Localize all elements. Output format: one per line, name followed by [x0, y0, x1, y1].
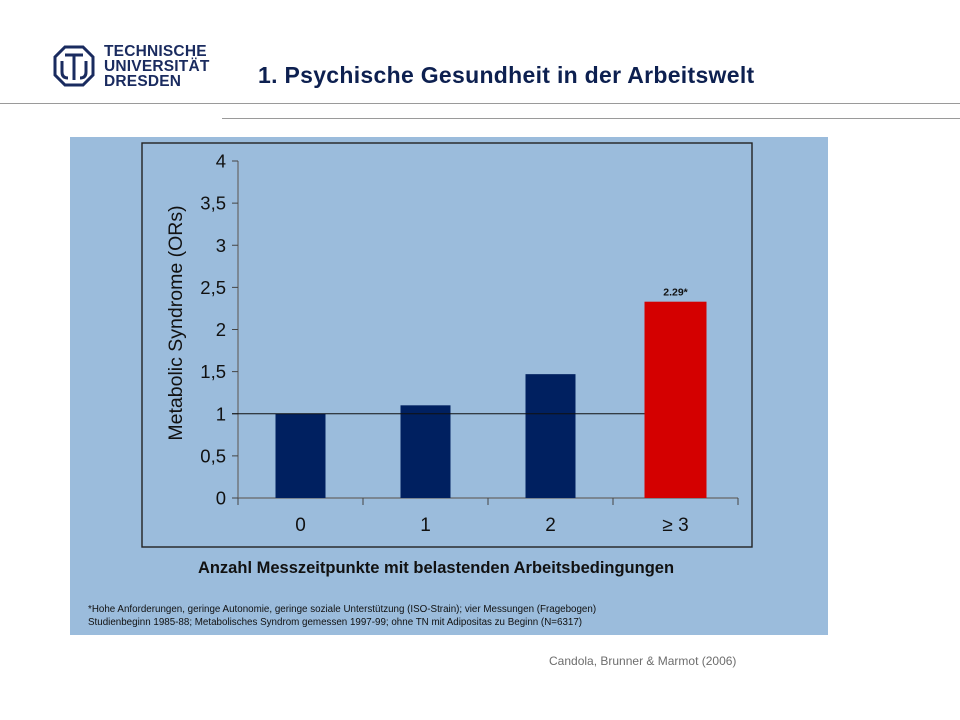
logo-line: DRESDEN [104, 73, 182, 90]
header-divider [0, 103, 960, 104]
y-tick-label: 1 [216, 403, 226, 424]
y-tick-label: 1,5 [200, 361, 226, 382]
logo-line: TECHNISCHE [104, 43, 207, 60]
bar [644, 301, 707, 498]
chart-footnote: *Hohe Anforderungen, geringe Autonomie, … [88, 603, 596, 629]
x-tick-label: 2 [545, 515, 556, 536]
bar [400, 405, 451, 498]
source-citation: Candola, Brunner & Marmot (2006) [549, 654, 737, 668]
footnote-line: *Hohe Anforderungen, geringe Autonomie, … [88, 604, 597, 615]
x-axis-label: Anzahl Messzeitpunkte mit belastenden Ar… [198, 559, 674, 577]
x-tick-label: 0 [295, 515, 306, 536]
y-tick-label: 3,5 [200, 193, 226, 214]
bar [525, 374, 576, 498]
y-axis-label: Metabolic Syndrome (ORs) [165, 205, 187, 440]
logo-line: UNIVERSITÄT [104, 58, 210, 75]
page-title: 1. Psychische Gesundheit in der Arbeitsw… [258, 62, 755, 88]
x-tick-label: 1 [420, 515, 431, 536]
y-tick-label: 2,5 [200, 277, 226, 298]
logo-wordmark: TECHNISCHE UNIVERSITÄT DRESDEN [104, 43, 210, 90]
footnote-line: Studienbeginn 1985-88; Metabolisches Syn… [88, 617, 583, 628]
chart-panel: Metabolic Syndrome (ORs) Anzahl Messzeit… [70, 137, 828, 635]
chart-frame [141, 142, 753, 548]
bar [275, 413, 326, 498]
x-tick-label: ≥ 3 [662, 515, 688, 536]
y-tick-label: 0,5 [200, 445, 226, 466]
header-divider-secondary [222, 118, 960, 119]
y-tick-label: 4 [216, 151, 226, 172]
bar-chart: Metabolic Syndrome (ORs) Anzahl Messzeit… [141, 142, 753, 577]
data-label: 2.29* [663, 287, 688, 299]
y-tick-label: 0 [216, 488, 226, 509]
tu-dresden-logo-icon [53, 45, 95, 87]
y-tick-label: 2 [216, 319, 226, 340]
y-tick-label: 3 [216, 235, 226, 256]
